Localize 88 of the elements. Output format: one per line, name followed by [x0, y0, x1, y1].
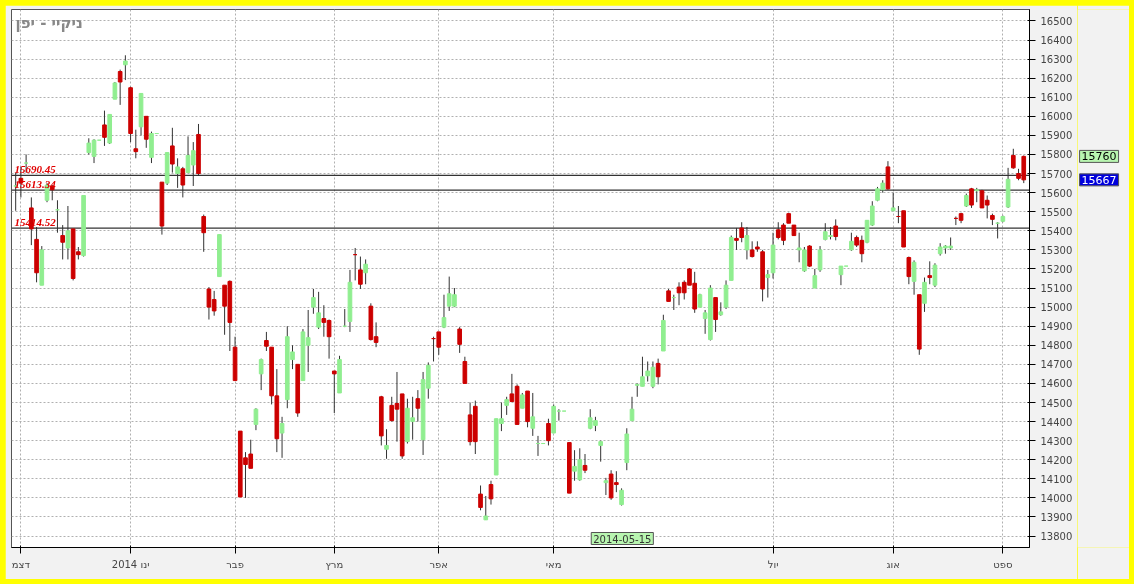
y-tick-label: 15100 — [1040, 283, 1073, 295]
text: 15667 — [1081, 173, 1117, 187]
candlestick — [838, 265, 844, 286]
candlestick — [812, 268, 818, 289]
y-tick-label: 15900 — [1040, 130, 1073, 142]
y-tick-label: 14600 — [1040, 378, 1073, 390]
candlestick — [546, 418, 551, 446]
candlestick — [133, 129, 139, 159]
candlestick — [765, 269, 771, 299]
candlestick — [102, 110, 107, 147]
candlestick — [483, 495, 489, 521]
x-tick-label: דצמ — [11, 558, 31, 570]
x-tick-label: אוג — [886, 558, 900, 570]
y-tick-label: 15200 — [1040, 263, 1073, 275]
candlestick — [264, 331, 269, 352]
candlestick — [478, 485, 483, 511]
candlestick — [123, 54, 128, 81]
candlestick — [279, 416, 285, 459]
y-tick-label: 15400 — [1040, 225, 1073, 237]
candlestick — [932, 262, 938, 288]
candlestick — [906, 256, 912, 285]
y-tick-label: 16000 — [1040, 111, 1073, 123]
chart-title: ניקיי - יפן — [15, 13, 83, 32]
y-tick-label: 14000 — [1040, 492, 1073, 504]
candlestick — [911, 259, 917, 296]
y-tick-label: 15300 — [1040, 244, 1073, 256]
candlestick — [655, 358, 661, 385]
x-tick-label: אפר — [429, 558, 449, 570]
x-tick-label: 2014 ינו — [111, 558, 150, 570]
text: 15760 — [1081, 150, 1117, 164]
candlestick — [143, 115, 149, 149]
y-tick-label: 14700 — [1040, 359, 1073, 371]
candlestick — [363, 258, 368, 285]
candlestick — [927, 260, 933, 285]
x-tick-label: פבר — [226, 558, 244, 570]
y-tick-label: 13800 — [1040, 531, 1073, 543]
candlestick — [723, 279, 729, 310]
y-tick-label: 14900 — [1040, 321, 1073, 333]
y-tick-label: 13900 — [1040, 511, 1073, 523]
y-tick-label: 15800 — [1040, 149, 1073, 161]
candlestick — [170, 127, 175, 174]
y-tick-label: 15000 — [1040, 302, 1073, 314]
y-tick-label: 16500 — [1040, 15, 1073, 27]
annotation: 2014-05-15 — [593, 533, 652, 545]
candlestick — [331, 370, 337, 414]
x-tick-label: מאי — [545, 558, 562, 570]
candlestick — [849, 232, 854, 252]
candlestick — [441, 294, 447, 329]
candlestick — [817, 245, 823, 273]
candlestick — [890, 192, 896, 212]
candlestick — [645, 360, 651, 383]
candlestick — [436, 331, 442, 356]
candlestick — [603, 477, 609, 496]
candlestick — [389, 396, 395, 423]
y-tick-label: 14500 — [1040, 397, 1073, 409]
candlestick — [922, 277, 927, 313]
candlestick — [258, 358, 264, 391]
y-tick-label: 15600 — [1040, 187, 1073, 199]
x-tick-label: ספט — [993, 558, 1013, 570]
y-tick-label: 16200 — [1040, 73, 1073, 85]
candlestick — [316, 291, 321, 330]
candlestick — [253, 407, 259, 431]
y-tick-label: 14200 — [1040, 454, 1073, 466]
y-tick-label: 15700 — [1040, 168, 1073, 180]
candlestick — [117, 69, 123, 106]
candlestick — [457, 326, 462, 354]
y-tick-label: 14300 — [1040, 435, 1073, 447]
candlestick — [462, 356, 468, 384]
candlestick — [530, 392, 536, 437]
y-tick-label: 16100 — [1040, 92, 1073, 104]
candlestick — [358, 256, 363, 290]
y-tick-label: 16400 — [1040, 35, 1073, 47]
y-tick-label: 14400 — [1040, 416, 1073, 428]
candlestick — [582, 453, 588, 474]
candlestick — [504, 396, 509, 416]
x-tick-label: מרץ — [325, 558, 344, 570]
x-tick-label: יול — [767, 558, 779, 570]
y-tick-label: 16300 — [1040, 54, 1073, 66]
candlestick — [1010, 148, 1016, 170]
candlestick — [311, 288, 316, 315]
y-tick-label: 14800 — [1040, 340, 1073, 352]
candlestick — [713, 297, 718, 333]
candlestick — [415, 389, 421, 423]
candlestick — [488, 480, 494, 506]
candlestick — [384, 428, 389, 460]
ref-line-label: 15690.45 — [14, 163, 57, 176]
y-tick-label: 14100 — [1040, 473, 1073, 485]
y-tick-label: 15500 — [1040, 206, 1073, 218]
